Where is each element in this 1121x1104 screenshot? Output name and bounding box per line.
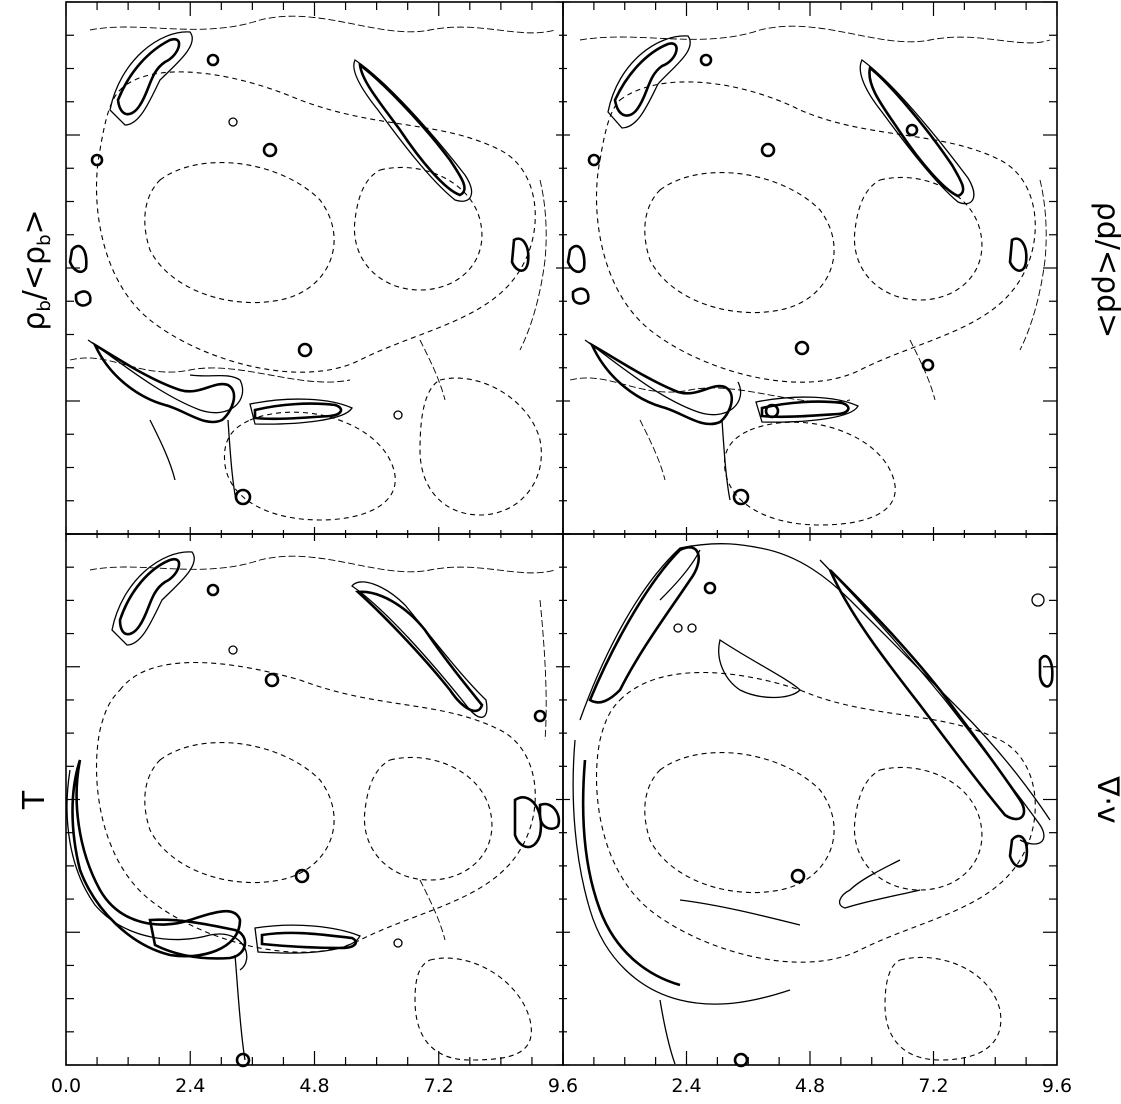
- x-tick-label: 0.0: [51, 1075, 81, 1097]
- panel-bottom-right-frame: [562, 533, 1058, 1066]
- x-tick-label: 7.2: [424, 1075, 454, 1097]
- x-tick-label: 7.2: [918, 1075, 948, 1097]
- x-tick-label: 4.8: [299, 1075, 329, 1097]
- x-tick-label: 2.4: [175, 1075, 205, 1097]
- x-tick-label: 2.4: [671, 1075, 701, 1097]
- contours-bottom-left: [66, 551, 561, 1068]
- panel-label-top-right: ρd/<ρd>: [1090, 202, 1121, 339]
- contours-top-right: [566, 25, 1051, 526]
- panel-label-bottom-right: ∇·v: [1090, 775, 1121, 823]
- panel-top-left-frame: [65, 1, 564, 535]
- contours-top-left: [68, 15, 556, 521]
- x-tick-labels: 0.0 2.4 4.8 7.2 9.6 2.4 4.8 7.2 9.6: [51, 1075, 1072, 1097]
- x-tick-label: 9.6: [548, 1075, 578, 1097]
- x-tick-label: 9.6: [1042, 1075, 1072, 1097]
- axis-ticks: [65, 1, 1058, 1066]
- panel-label-top-left: ρb/<ρb>: [17, 209, 55, 330]
- panel-top-right-frame: [562, 1, 1058, 535]
- panel-bottom-left-frame: [65, 533, 564, 1066]
- x-tick-label: 4.8: [795, 1075, 825, 1097]
- panel-label-bottom-left: T: [17, 790, 52, 810]
- contours-bottom-right: [572, 543, 1054, 1068]
